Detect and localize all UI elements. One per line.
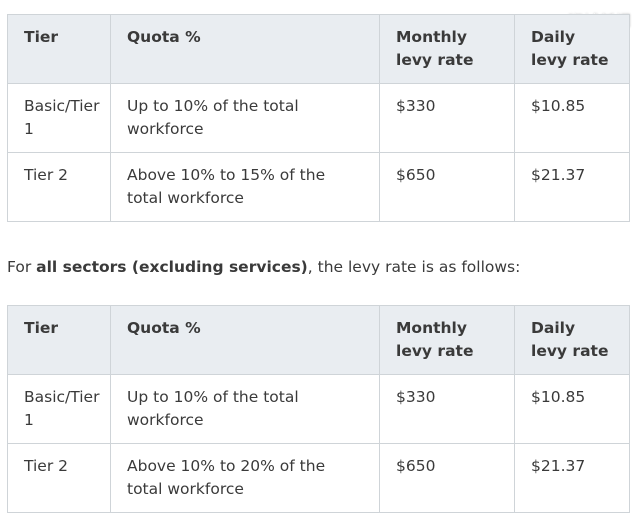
table-row: Tier 2 Above 10% to 15% of the total wor… bbox=[7, 152, 630, 222]
levy-rate-table-1: Tier Quota % Monthly levy rate Daily lev… bbox=[7, 14, 630, 222]
cell-quota: Up to 10% of the total workforce bbox=[110, 374, 380, 444]
header-quota: Quota % bbox=[110, 14, 380, 84]
levy-rate-table-2: Tier Quota % Monthly levy rate Daily lev… bbox=[7, 305, 630, 513]
table-row: Basic/Tier 1 Up to 10% of the total work… bbox=[7, 83, 630, 153]
cell-quota: Above 10% to 20% of the total workforce bbox=[110, 443, 380, 513]
table-header-row: Tier Quota % Monthly levy rate Daily lev… bbox=[7, 14, 630, 84]
cell-quota: Above 10% to 15% of the total workforce bbox=[110, 152, 380, 222]
intro-sentence: For all sectors (excluding services), th… bbox=[7, 258, 520, 276]
header-daily-levy-rate: Daily levy rate bbox=[514, 305, 630, 375]
cell-tier: Basic/Tier 1 bbox=[7, 374, 111, 444]
cell-monthly-levy-rate: $650 bbox=[379, 443, 515, 513]
table-header-row: Tier Quota % Monthly levy rate Daily lev… bbox=[7, 305, 630, 375]
cell-tier: Basic/Tier 1 bbox=[7, 83, 111, 153]
intro-bold-sectors: all sectors (excluding services) bbox=[36, 258, 308, 276]
cell-quota: Up to 10% of the total workforce bbox=[110, 83, 380, 153]
cell-tier: Tier 2 bbox=[7, 443, 111, 513]
intro-prefix: For bbox=[7, 258, 37, 276]
header-monthly-levy-rate: Monthly levy rate bbox=[379, 305, 515, 375]
header-daily-levy-rate: Daily levy rate bbox=[514, 14, 630, 84]
cell-daily-levy-rate: $21.37 bbox=[514, 152, 630, 222]
header-tier: Tier bbox=[7, 14, 111, 84]
intro-suffix: , the levy rate is as follows: bbox=[307, 258, 521, 276]
cell-daily-levy-rate: $10.85 bbox=[514, 83, 630, 153]
cell-tier: Tier 2 bbox=[7, 152, 111, 222]
table-row: Basic/Tier 1 Up to 10% of the total work… bbox=[7, 374, 630, 444]
cell-daily-levy-rate: $10.85 bbox=[514, 374, 630, 444]
header-monthly-levy-rate: Monthly levy rate bbox=[379, 14, 515, 84]
cell-monthly-levy-rate: $650 bbox=[379, 152, 515, 222]
header-tier: Tier bbox=[7, 305, 111, 375]
cell-monthly-levy-rate: $330 bbox=[379, 374, 515, 444]
table-row: Tier 2 Above 10% to 20% of the total wor… bbox=[7, 443, 630, 513]
cell-daily-levy-rate: $21.37 bbox=[514, 443, 630, 513]
header-quota: Quota % bbox=[110, 305, 380, 375]
cell-monthly-levy-rate: $330 bbox=[379, 83, 515, 153]
